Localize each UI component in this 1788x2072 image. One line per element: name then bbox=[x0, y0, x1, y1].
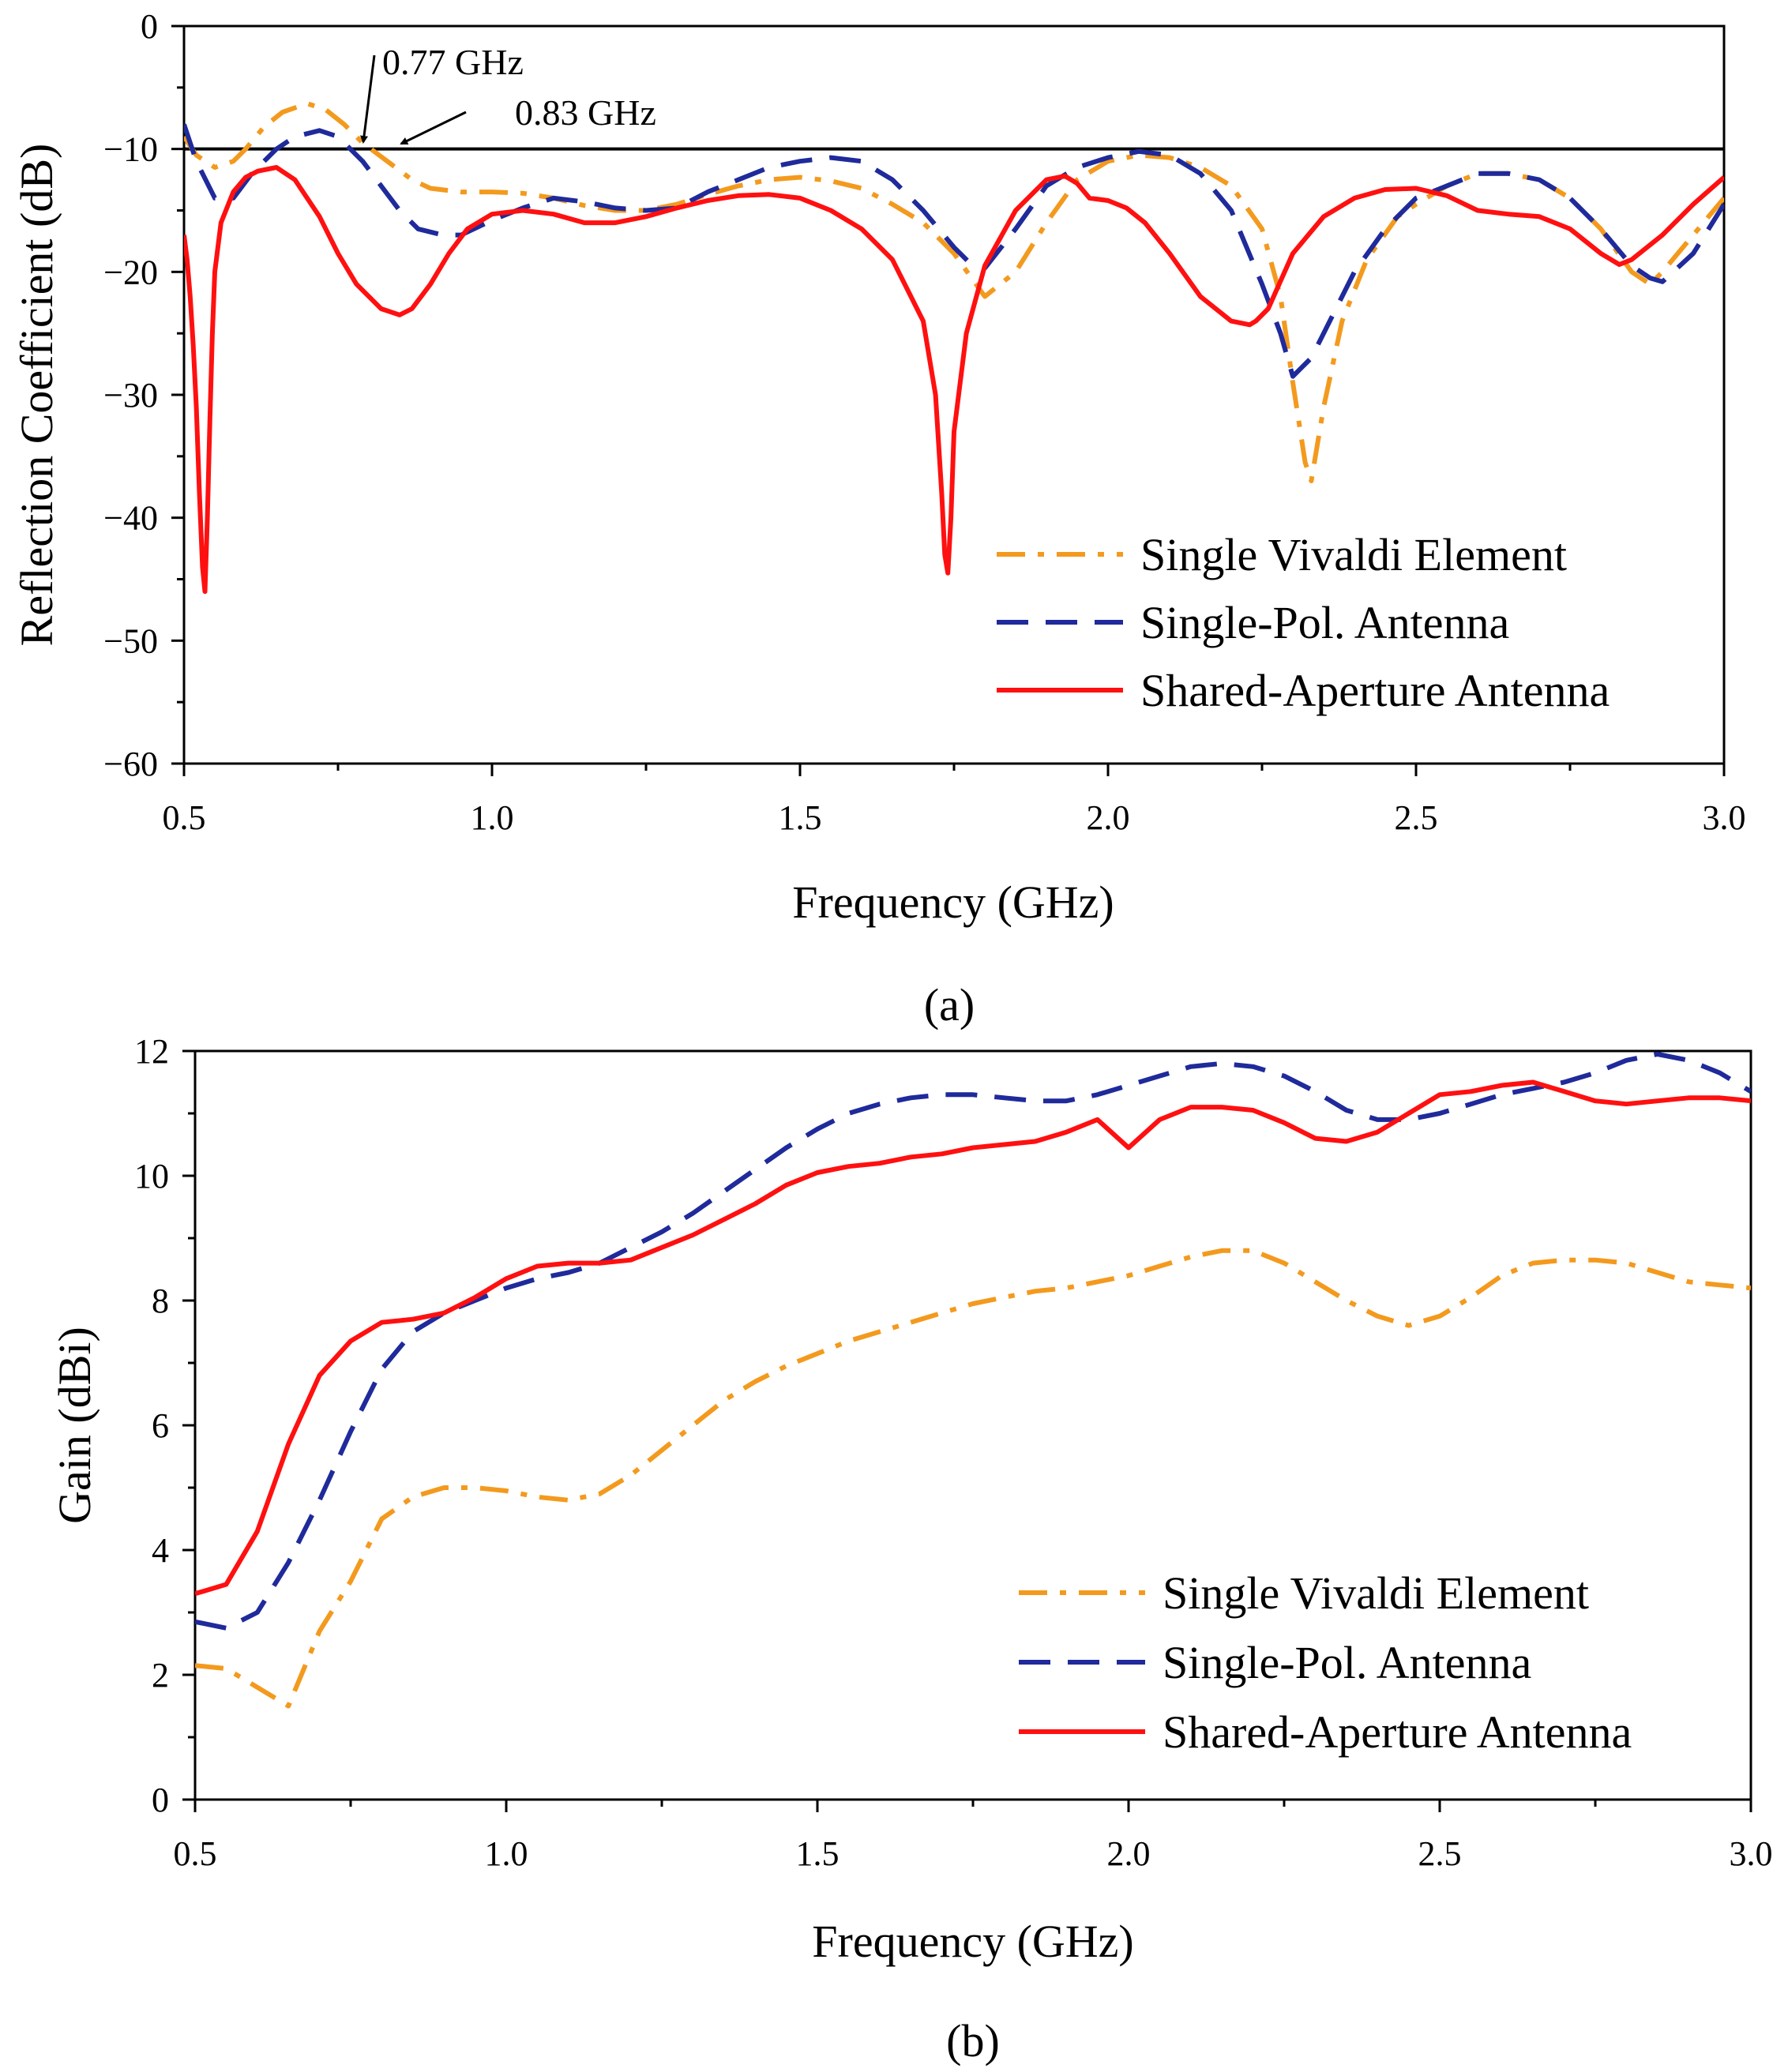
y-tick-label: −50 bbox=[103, 621, 158, 660]
x-tick-label: 2.5 bbox=[1395, 798, 1438, 837]
x-tick-label: 2.5 bbox=[1418, 1834, 1462, 1873]
y-tick-labels-a: 0 −10 −20 −30 −40 −50 −60 bbox=[103, 7, 158, 783]
series-line-single-vivaldi-element bbox=[195, 1248, 1751, 1709]
y-tick-label: 4 bbox=[152, 1531, 169, 1570]
y-tick-label: −20 bbox=[103, 253, 158, 291]
y-tick-label: 0 bbox=[141, 7, 158, 46]
series-line-shared-aperture-antenna bbox=[184, 165, 1724, 595]
y-axis-title-a: Reflection Coefficient (dB) bbox=[11, 144, 62, 647]
series-line-shared-aperture-antenna bbox=[195, 1079, 1751, 1597]
x-tick-label: 2.0 bbox=[1107, 1834, 1151, 1873]
x-tick-label: 0.5 bbox=[163, 798, 206, 837]
chart-gain: 0.5 1.0 1.5 2.0 2.5 3.0 0 2 4 6 8 10 12 Frequency (… bbox=[49, 1032, 1773, 2066]
y-tick-label: 6 bbox=[152, 1406, 169, 1445]
annotation-label: 0.83 GHz bbox=[515, 92, 656, 133]
legend-label: Single-Pol. Antenna bbox=[1140, 597, 1509, 648]
x-tick-labels-b: 0.5 1.0 1.5 2.0 2.5 3.0 bbox=[174, 1834, 1773, 1873]
series-lines-a bbox=[184, 101, 1724, 595]
y-tick-label: −40 bbox=[103, 499, 158, 538]
annotation-arrow bbox=[400, 111, 467, 145]
y-tick-label: 10 bbox=[134, 1157, 169, 1196]
y-tick-label: −60 bbox=[103, 745, 158, 783]
x-tick-label: 3.0 bbox=[1703, 798, 1746, 837]
x-axis-title-b: Frequency (GHz) bbox=[812, 1916, 1133, 1967]
x-tick-label: 0.5 bbox=[174, 1834, 217, 1873]
legend-label: Single Vivaldi Element bbox=[1163, 1567, 1589, 1619]
y-tick-labels-b: 0 2 4 6 8 10 12 bbox=[134, 1032, 169, 1819]
annotations-a: 0.77 GHz 0.83 GHz bbox=[360, 42, 656, 145]
axis-ticks-a bbox=[171, 24, 1726, 776]
y-axis-title-b: Gain (dBi) bbox=[49, 1327, 100, 1524]
caption-a: (a) bbox=[924, 979, 975, 1030]
series-lines-b bbox=[195, 1052, 1751, 1709]
legend-label: Shared-Aperture Antenna bbox=[1163, 1706, 1632, 1758]
x-tick-label: 1.0 bbox=[485, 1834, 528, 1873]
y-tick-label: −10 bbox=[103, 130, 158, 169]
caption-b: (b) bbox=[946, 2015, 1000, 2066]
chart-reflection-coefficient: 0.5 1.0 1.5 2.0 2.5 3.0 0 −10 −20 −30 −40 −50 −60 0… bbox=[11, 7, 1746, 1030]
x-tick-label: 1.0 bbox=[471, 798, 514, 837]
x-tick-label: 1.5 bbox=[796, 1834, 840, 1873]
y-tick-label: 2 bbox=[152, 1656, 169, 1695]
legend-label: Single-Pol. Antenna bbox=[1163, 1637, 1531, 1688]
annotation-arrow bbox=[360, 54, 376, 144]
y-tick-label: 0 bbox=[152, 1781, 169, 1819]
x-tick-label: 1.5 bbox=[779, 798, 822, 837]
x-axis-title-a: Frequency (GHz) bbox=[792, 876, 1114, 928]
legend-label: Shared-Aperture Antenna bbox=[1140, 665, 1610, 716]
series-line-single-pol-antenna bbox=[195, 1052, 1751, 1631]
axis-ticks-b bbox=[182, 1049, 1752, 1812]
y-tick-label: 12 bbox=[134, 1032, 169, 1071]
annotation-label: 0.77 GHz bbox=[382, 42, 524, 82]
legend-a: Single Vivaldi Element Single-Pol. Antenn… bbox=[997, 529, 1610, 716]
legend-label: Single Vivaldi Element bbox=[1140, 529, 1567, 580]
series-line-single-pol-antenna bbox=[184, 123, 1724, 379]
x-tick-label: 3.0 bbox=[1730, 1834, 1773, 1873]
y-tick-label: 8 bbox=[152, 1282, 169, 1320]
x-tick-label: 2.0 bbox=[1087, 798, 1130, 837]
y-tick-label: −30 bbox=[103, 376, 158, 415]
legend-b: Single Vivaldi Element Single-Pol. Antenn… bbox=[1019, 1567, 1632, 1758]
x-tick-labels-a: 0.5 1.0 1.5 2.0 2.5 3.0 bbox=[163, 798, 1746, 837]
